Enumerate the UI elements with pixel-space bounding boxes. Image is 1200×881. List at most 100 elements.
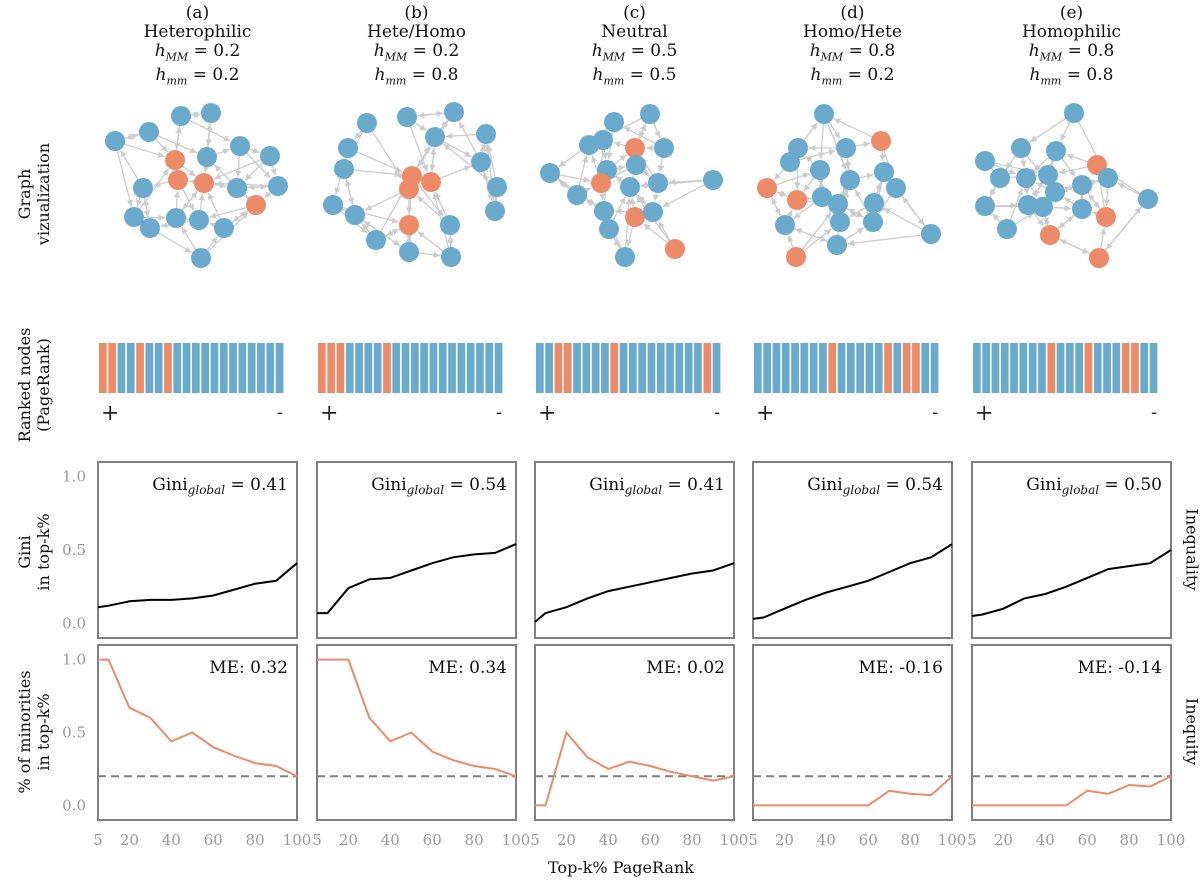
majority-node <box>1138 189 1158 209</box>
edge <box>662 184 705 208</box>
edge <box>847 208 865 219</box>
x-tick-label: 100 <box>502 831 531 849</box>
majority-rank-bar <box>1066 343 1074 393</box>
majority-node <box>648 173 668 193</box>
edge <box>1047 161 1054 169</box>
majority-node <box>780 152 800 172</box>
edge <box>213 182 227 189</box>
rank-high-marker: + <box>101 401 119 426</box>
edge <box>1057 215 1074 230</box>
panel-name: Heterophilic <box>143 22 252 42</box>
h-MM-param: hMM = 0.8 <box>809 41 896 64</box>
majority-rank-bar <box>229 343 237 393</box>
majority-node <box>990 168 1010 188</box>
edge <box>361 223 371 233</box>
edge <box>638 123 647 140</box>
x-tick-label: 100 <box>283 831 312 849</box>
majority-node <box>626 155 646 175</box>
majority-rank-bar <box>1038 343 1046 393</box>
majority-rank-bar <box>1149 343 1158 393</box>
minority-node <box>399 179 419 199</box>
edge <box>430 147 437 173</box>
edge <box>443 143 490 182</box>
x-tick-label: 20 <box>339 831 358 849</box>
minority-rank-bar <box>828 343 837 393</box>
x-tick-label: 20 <box>120 831 139 849</box>
me-annotation: ME: 0.02 <box>646 658 725 678</box>
edge <box>988 187 996 198</box>
x-tick-label: 40 <box>817 831 836 849</box>
edge <box>155 138 168 153</box>
minority-rank-bar <box>902 343 911 393</box>
edge <box>786 209 793 218</box>
majority-node <box>1045 182 1065 202</box>
edge <box>246 152 271 179</box>
h-mm-param: hmm = 0.8 <box>1029 65 1114 88</box>
majority-rank-bar <box>457 343 466 393</box>
edge <box>1033 157 1050 172</box>
majority-node <box>268 176 288 196</box>
majority-rank-bar <box>485 343 494 393</box>
majority-rank-bar <box>601 343 609 393</box>
majority-node <box>227 178 247 198</box>
panel-name: Homophilic <box>1021 22 1122 42</box>
minority-node <box>591 173 611 193</box>
majority-rank-bar <box>763 343 771 393</box>
edge <box>1005 155 1016 170</box>
edge <box>432 192 450 248</box>
edge <box>1104 207 1142 251</box>
y-tick-label: 1.0 <box>62 468 86 486</box>
minorities-panel-b: ME: 0.34 5 20 40 60 80 100 <box>312 644 531 849</box>
edge <box>181 191 198 211</box>
plot-frame <box>971 644 1172 821</box>
edge <box>356 151 403 173</box>
me-annotation: ME: -0.16 <box>858 658 943 678</box>
edge <box>875 182 882 194</box>
edge <box>1092 211 1100 218</box>
majority-node <box>260 146 280 166</box>
edge <box>364 192 401 211</box>
edge <box>416 146 430 168</box>
majority-node <box>366 230 386 250</box>
edge <box>384 228 400 237</box>
h-MM-param: hMM = 0.8 <box>1028 41 1115 64</box>
minority-node <box>165 150 185 170</box>
majority-rank-bar <box>647 343 656 393</box>
edge <box>799 149 836 161</box>
majority-node <box>812 187 832 207</box>
plot-frame <box>316 461 517 639</box>
majority-rank-bar <box>364 343 373 393</box>
majority-rank-bar <box>865 343 874 393</box>
column-title: (e) Homophilic hMM = 0.8 hmm = 0.8 <box>972 4 1172 91</box>
majority-rank-bar <box>800 343 809 393</box>
edge <box>344 179 354 206</box>
h-mm-param: hmm = 0.2 <box>155 65 240 88</box>
edge <box>440 120 448 130</box>
x-tick-label: 100 <box>720 831 749 849</box>
majority-node <box>540 163 560 183</box>
majority-rank-bar <box>238 343 247 393</box>
majority-rank-bar <box>355 343 363 393</box>
majority-node <box>1098 168 1118 188</box>
edge <box>626 226 634 247</box>
gini-global-annotation: Giniglobal = 0.50 <box>1026 475 1162 497</box>
rank-low-marker: - <box>496 402 502 423</box>
majority-rank-bar <box>1093 343 1102 393</box>
edge <box>191 111 202 118</box>
gini-series-line <box>752 543 953 620</box>
majority-node <box>921 224 941 244</box>
y-tick-label: 0.0 <box>62 614 86 632</box>
majority-node <box>1033 197 1053 217</box>
majority-rank-bar <box>154 343 163 393</box>
majority-node <box>886 178 906 198</box>
x-axis-label: Top-k% PageRank <box>548 858 694 877</box>
y-tick-label: 0.0 <box>62 796 86 814</box>
majority-node <box>654 138 674 158</box>
majority-node <box>425 127 445 147</box>
majority-node <box>810 160 830 180</box>
majority-rank-bar <box>772 343 781 393</box>
edge <box>559 174 591 183</box>
rank-low-marker: - <box>1151 402 1157 423</box>
edge <box>1009 188 1023 220</box>
x-tick-label: 20 <box>557 831 576 849</box>
